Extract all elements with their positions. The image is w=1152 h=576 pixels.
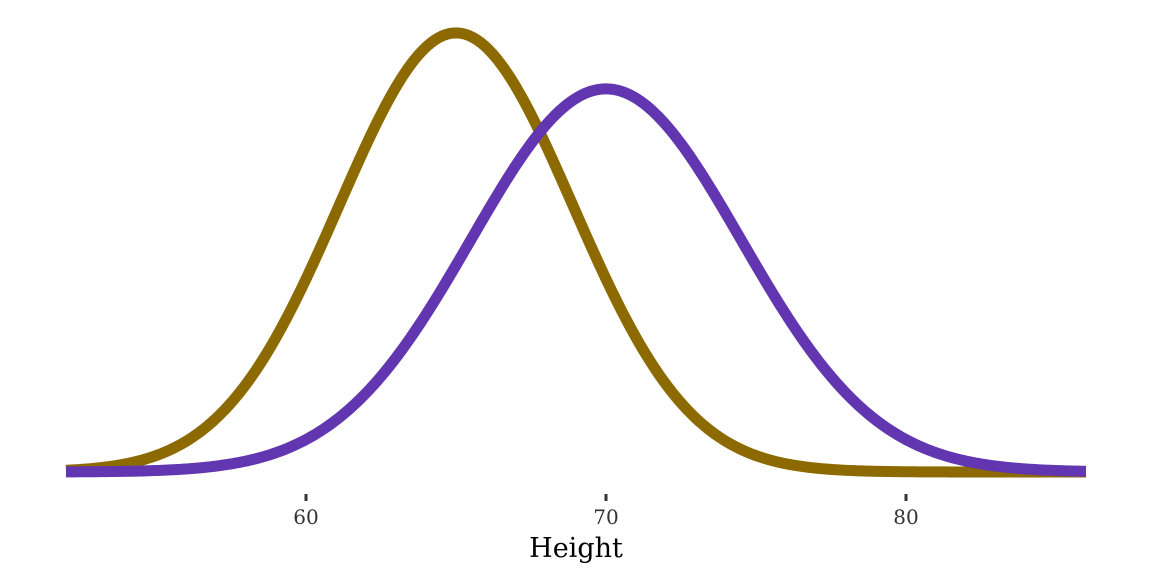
density-line-series-1 <box>63 27 1089 478</box>
x-axis-title: Height <box>529 533 623 564</box>
density-line-series-2 <box>63 83 1089 478</box>
x-axis: 60 70 80 <box>293 494 919 529</box>
series-layer <box>63 27 1089 478</box>
x-tick-label: 70 <box>593 505 618 529</box>
x-tick-label: 80 <box>893 505 918 529</box>
x-tick-label: 60 <box>293 505 318 529</box>
